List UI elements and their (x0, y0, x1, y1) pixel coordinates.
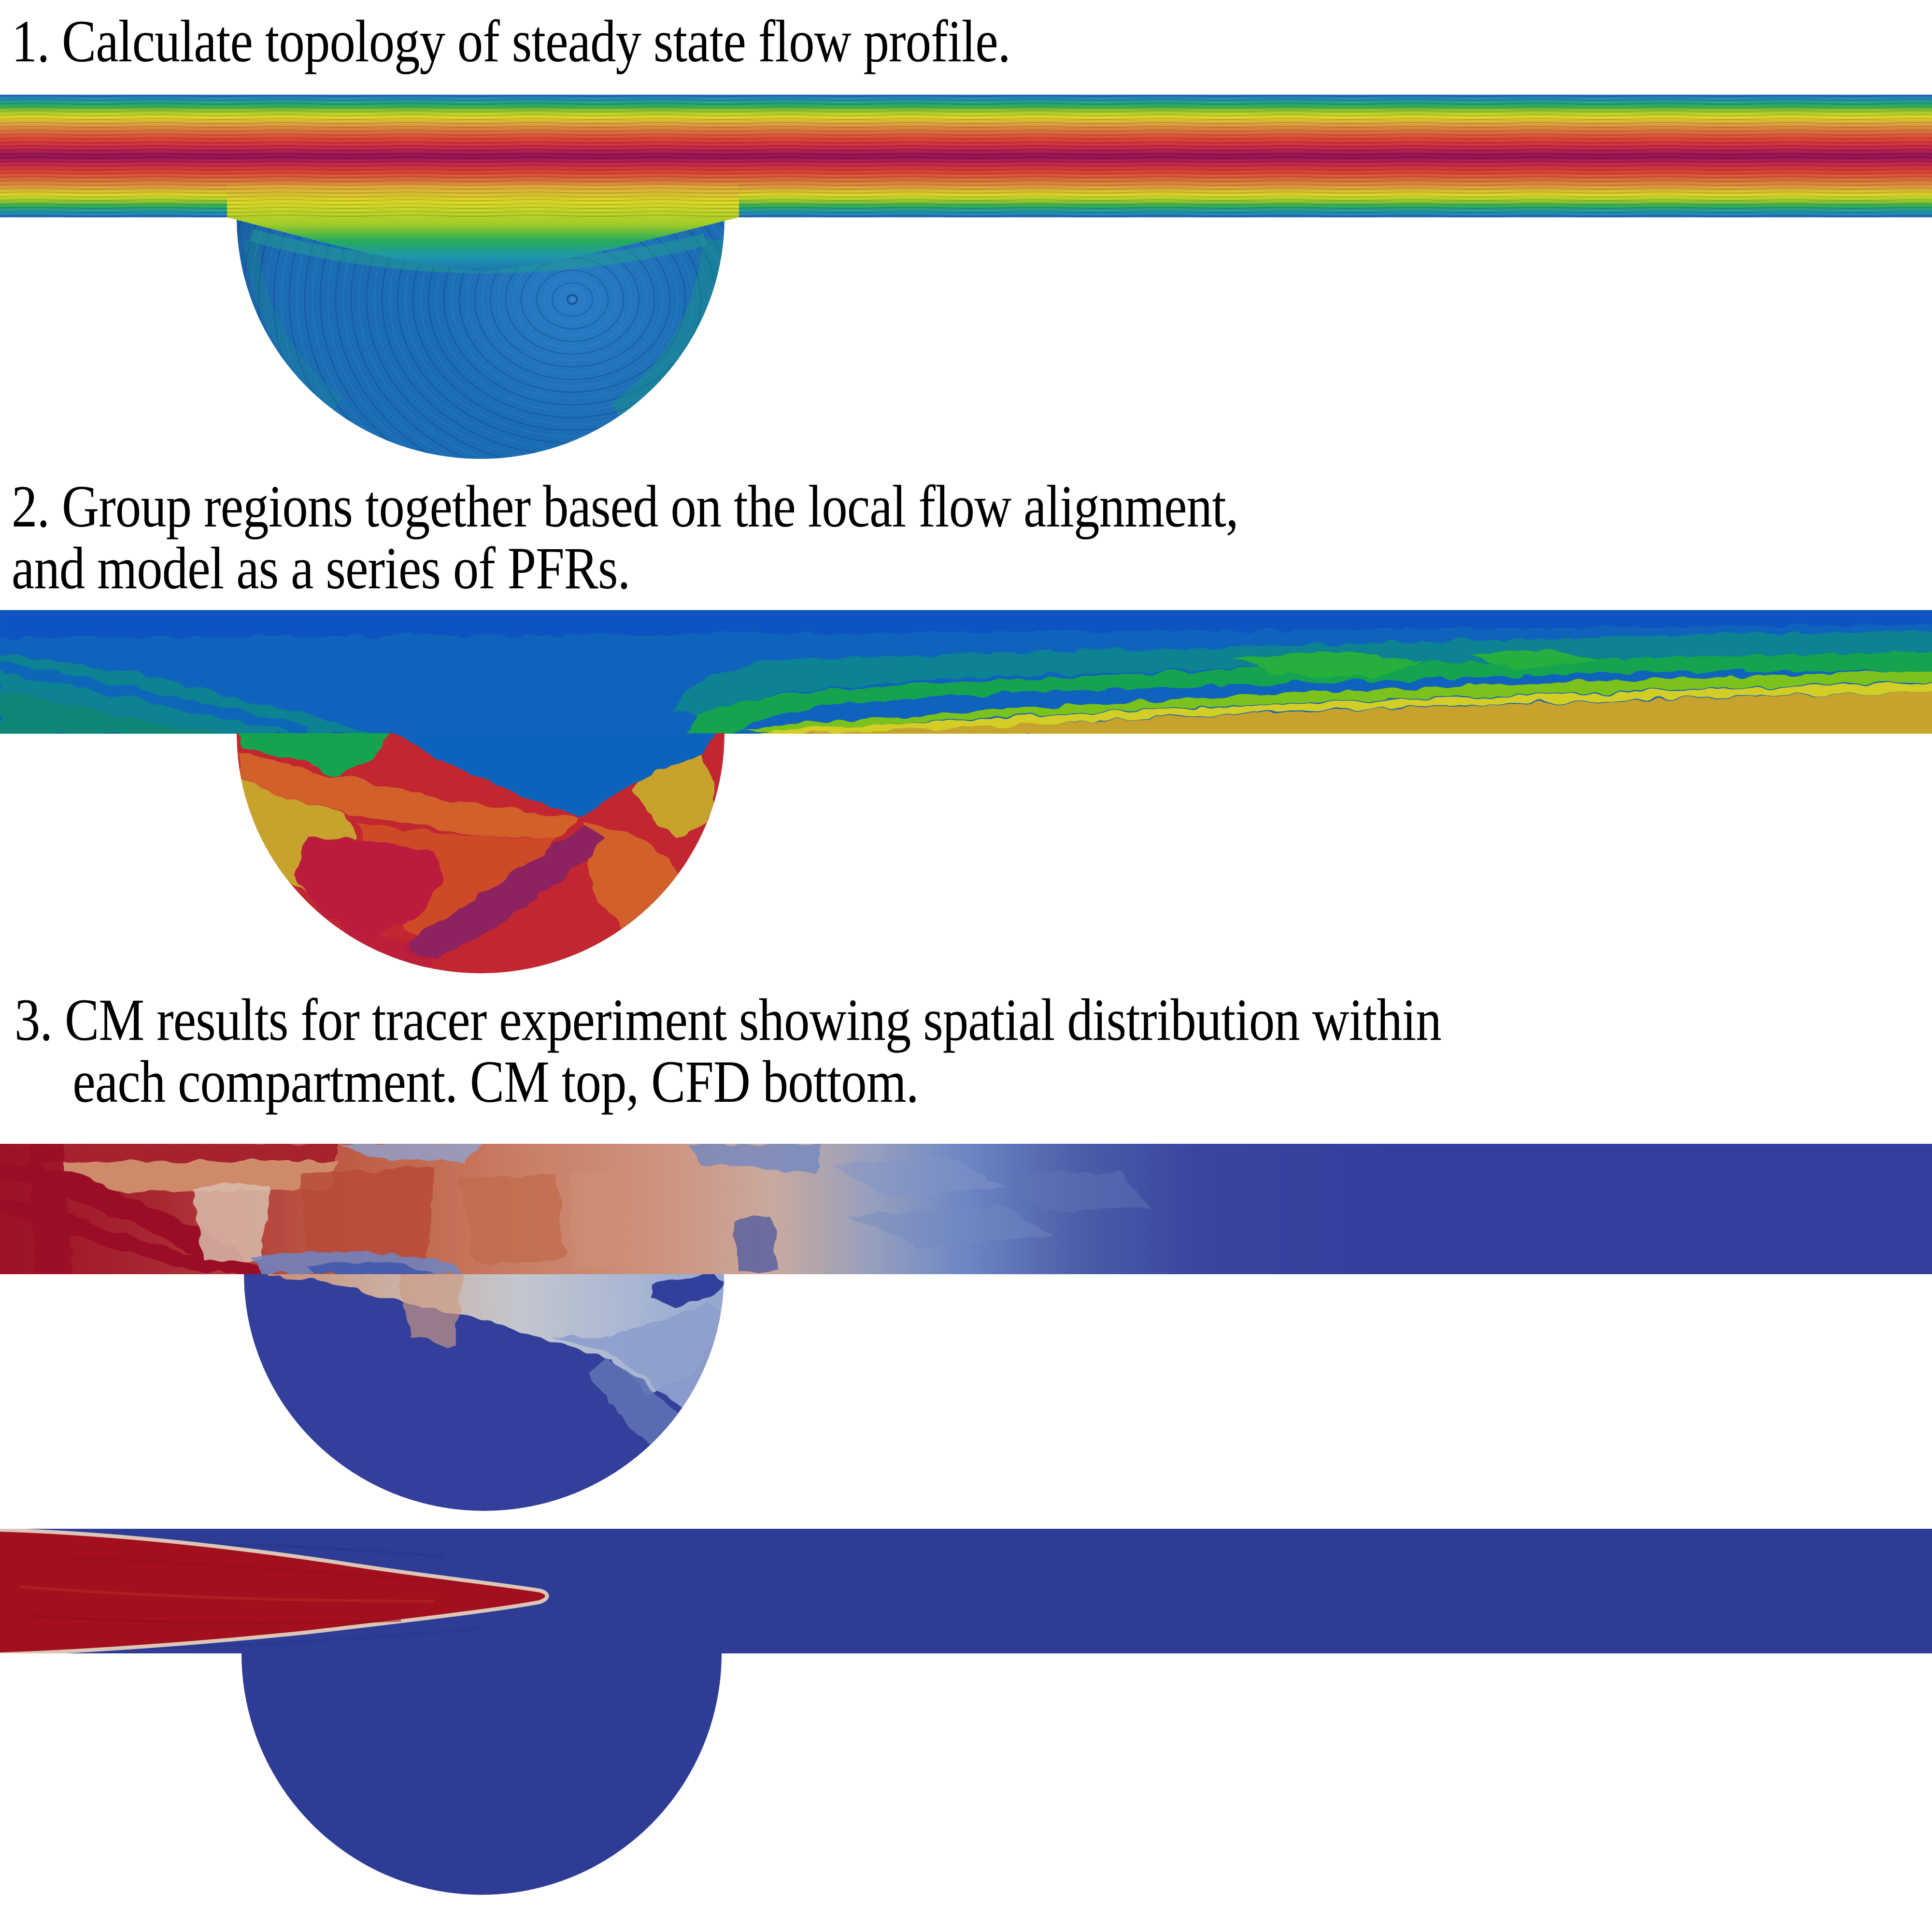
streamline-ring (536, 270, 609, 329)
panel4-cfd-tracer-plot (0, 1529, 1932, 1895)
patch-brick-column1 (299, 1168, 435, 1274)
well-navy-base (242, 1653, 722, 1895)
vortex-core-ring (567, 294, 578, 305)
streamline-ring (443, 217, 702, 406)
jet-streak3 (72, 1556, 459, 1584)
patch-top-darkband (29, 1144, 338, 1163)
well-medblue-band (589, 1356, 686, 1453)
streamline-ring (559, 289, 585, 310)
tracer-jet-group (0, 1529, 549, 1657)
tracer-jet (0, 1532, 545, 1652)
streamline-ring (343, 217, 724, 459)
streamline-ring (544, 276, 601, 323)
caption-step2-line2: and model as a series of PFRs. (12, 535, 630, 601)
well-pale-region (261, 1274, 724, 1395)
patch-bottom-blue2 (309, 1262, 435, 1274)
streamline-ring (551, 282, 594, 317)
patch-navy-wedge (734, 1216, 778, 1271)
lic-texture-overlay (0, 95, 1932, 217)
streamline-ring (297, 217, 724, 459)
region-brightgreen-blob (1232, 652, 1425, 678)
streamline-ring (436, 217, 709, 412)
vortex-core (570, 298, 574, 301)
streamline-ring (458, 217, 686, 393)
streamline-ring (374, 217, 724, 459)
patch-brick-column2 (459, 1175, 565, 1265)
region-yellow-band (752, 683, 1932, 734)
well-rim-tint (611, 239, 724, 424)
panel3-cm-tracer-plot (0, 1144, 1932, 1511)
channel-compartments (0, 610, 1932, 734)
streamline-ring (257, 217, 724, 459)
streamline-ring (319, 217, 724, 459)
region-well-mustard-right (635, 755, 717, 838)
patch-pale-column (193, 1184, 270, 1262)
well-recirculation-region (237, 217, 724, 459)
caption-step1: 1. Calculate topology of steady state fl… (12, 8, 1011, 74)
well-navy-rim-streak (652, 1274, 724, 1308)
caption-step2: 2. Group regions together based on the l… (12, 473, 1239, 601)
jet-streak2 (28, 1614, 401, 1624)
region-well-blue-wedge (386, 733, 720, 818)
region-well-crimson (295, 837, 444, 938)
streamline-ring (451, 217, 694, 399)
streamline-ring (327, 217, 724, 459)
wisp-lower (96, 1627, 483, 1651)
channel-tracer-patches (0, 1144, 1150, 1274)
streamline-ring (412, 217, 724, 431)
well-lightblue-band (551, 1303, 724, 1414)
streamline-ring (312, 217, 724, 459)
well-rim-tint-left (244, 239, 343, 410)
well-tracer-region (244, 1274, 724, 1511)
region-left-tealgreen (0, 691, 226, 734)
patch-transition2 (850, 1207, 1053, 1247)
region-well-orange-band (238, 752, 579, 839)
region-well-green-patch (239, 733, 394, 776)
caption-step3: 3. CM results for tracer experiment show… (14, 987, 1442, 1115)
well-salmon-column (396, 1274, 464, 1347)
region-brightgreen-blob2 (1468, 650, 1599, 669)
streamline-ring (304, 217, 724, 459)
streamline-ring (335, 217, 724, 459)
streamline-ring (366, 217, 724, 459)
patch-transition1 (831, 1158, 1005, 1197)
streamline-ring (358, 217, 724, 459)
patch-darkred-streak2 (0, 1202, 227, 1274)
region-right-green-band (686, 652, 1932, 734)
patch-transition3 (1005, 1173, 1150, 1211)
caption-step2-line1: 2. Group regions together based on the l… (12, 473, 1239, 540)
patch-topblue1 (338, 1144, 483, 1161)
panel2-compartment-map (0, 610, 1932, 973)
streamline-ring (467, 217, 678, 386)
streamline-ring (281, 217, 724, 459)
streamline-ring (273, 217, 724, 459)
region-right-teal-band (672, 632, 1932, 714)
streamline-ring (288, 217, 724, 459)
patch-topblue2 (686, 1144, 821, 1173)
panel1-flow-topology-plot (0, 95, 1932, 459)
streamline-ring (350, 217, 724, 459)
region-top-darkblue (0, 610, 1932, 638)
region-lightgreen-band (744, 670, 1932, 732)
jet-streak1 (19, 1585, 435, 1603)
patch-salmon-column (570, 1173, 633, 1266)
region-left-blue-streak (0, 661, 311, 734)
caption-step3-line1: 3. CM results for tracer experiment show… (14, 987, 1442, 1053)
region-well-purple-streak (400, 825, 605, 961)
streamline-ring (266, 217, 724, 459)
region-mustard-band (817, 691, 1932, 734)
region-well-crimson-bottom (337, 919, 435, 973)
caption-step3-line2: each compartment. CM top, CFD bottom. (72, 1049, 919, 1115)
well-compartments (237, 733, 724, 973)
streamline-ring (405, 217, 724, 437)
caption-step1-line1: 1. Calculate topology of steady state fl… (12, 8, 1011, 74)
patch-top-salmon (39, 1160, 338, 1192)
